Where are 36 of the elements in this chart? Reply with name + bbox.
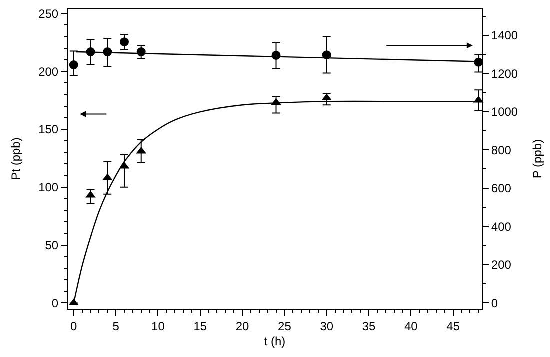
y2-tick-label: 200 [491,258,512,272]
point [69,60,78,70]
y2-tick-label: 600 [491,182,512,196]
y-tick-label: 0 [52,296,59,310]
x-tick-label: 0 [70,319,78,334]
y-tick-label: 250 [38,6,59,21]
point [86,48,96,57]
x-tick-label: 30 [320,319,334,334]
x-tick-label: 15 [194,319,208,334]
y2-tick-label: 0 [491,296,498,310]
point [271,98,282,106]
x-tick-label: 5 [112,319,120,334]
x-tick-label: 10 [152,319,166,334]
x-tick-label: 45 [446,319,460,334]
y2-tick-label: 1000 [491,105,518,120]
x-tick-label: 35 [362,319,376,334]
point [86,190,96,198]
point [103,48,112,57]
x-tick-label: 40 [404,319,418,334]
y-axis-title: Pt (ppb) [8,138,23,180]
point [474,58,484,67]
y2-tick-label: 800 [491,143,512,158]
y-tick-label: 150 [38,122,59,137]
x-tick-label: 25 [278,319,292,334]
x-axis-title: t (h) [264,334,286,348]
y2-tick-label: 1200 [491,66,518,81]
x-tick-label: 20 [236,319,250,334]
y-tick-label: 100 [38,180,59,195]
y-tick-label: 200 [38,64,59,79]
y2-axis-title: P (ppb) [530,139,544,179]
point [322,50,332,60]
y2-tick-label: 400 [491,220,512,234]
point [120,38,129,47]
y-tick-label: 50 [45,238,59,252]
point [272,50,281,60]
y2-tick-label: 1400 [491,28,518,43]
